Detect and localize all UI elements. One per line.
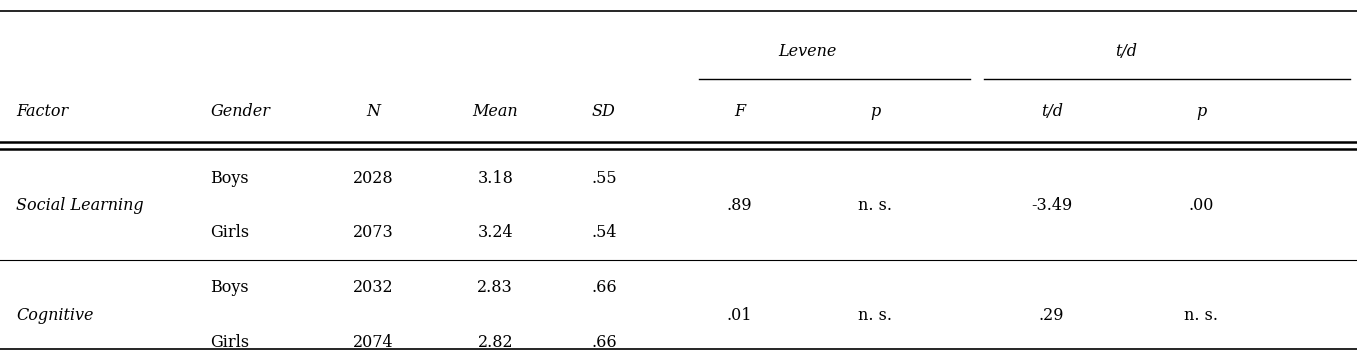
Text: t/d: t/d <box>1115 43 1137 60</box>
Text: Boys: Boys <box>210 279 248 296</box>
Text: 2.83: 2.83 <box>478 279 513 296</box>
Text: 2032: 2032 <box>353 279 394 296</box>
Text: Cognitive: Cognitive <box>16 306 94 324</box>
Text: n. s.: n. s. <box>858 306 893 324</box>
Text: 2074: 2074 <box>353 334 394 351</box>
Text: p: p <box>870 103 881 120</box>
Text: 2.82: 2.82 <box>478 334 513 351</box>
Text: N: N <box>366 103 380 120</box>
Text: Mean: Mean <box>472 103 518 120</box>
Text: .66: .66 <box>592 334 616 351</box>
Text: .00: .00 <box>1189 197 1213 214</box>
Text: .29: .29 <box>1039 306 1064 324</box>
Text: Girls: Girls <box>210 225 250 241</box>
Text: -3.49: -3.49 <box>1031 197 1072 214</box>
Text: Factor: Factor <box>16 103 68 120</box>
Text: t/d: t/d <box>1041 103 1063 120</box>
Text: .01: .01 <box>727 306 752 324</box>
Text: n. s.: n. s. <box>858 197 893 214</box>
Text: Levene: Levene <box>778 43 837 60</box>
Text: n. s.: n. s. <box>1183 306 1219 324</box>
Text: 2028: 2028 <box>353 170 394 187</box>
Text: 3.24: 3.24 <box>478 225 513 241</box>
Text: .54: .54 <box>592 225 616 241</box>
Text: .66: .66 <box>592 279 616 296</box>
Text: .89: .89 <box>727 197 752 214</box>
Text: Boys: Boys <box>210 170 248 187</box>
Text: .55: .55 <box>592 170 616 187</box>
Text: Gender: Gender <box>210 103 270 120</box>
Text: Girls: Girls <box>210 334 250 351</box>
Text: 2073: 2073 <box>353 225 394 241</box>
Text: p: p <box>1196 103 1206 120</box>
Text: F: F <box>734 103 745 120</box>
Text: SD: SD <box>592 103 616 120</box>
Text: 3.18: 3.18 <box>478 170 513 187</box>
Text: Social Learning: Social Learning <box>16 197 144 214</box>
